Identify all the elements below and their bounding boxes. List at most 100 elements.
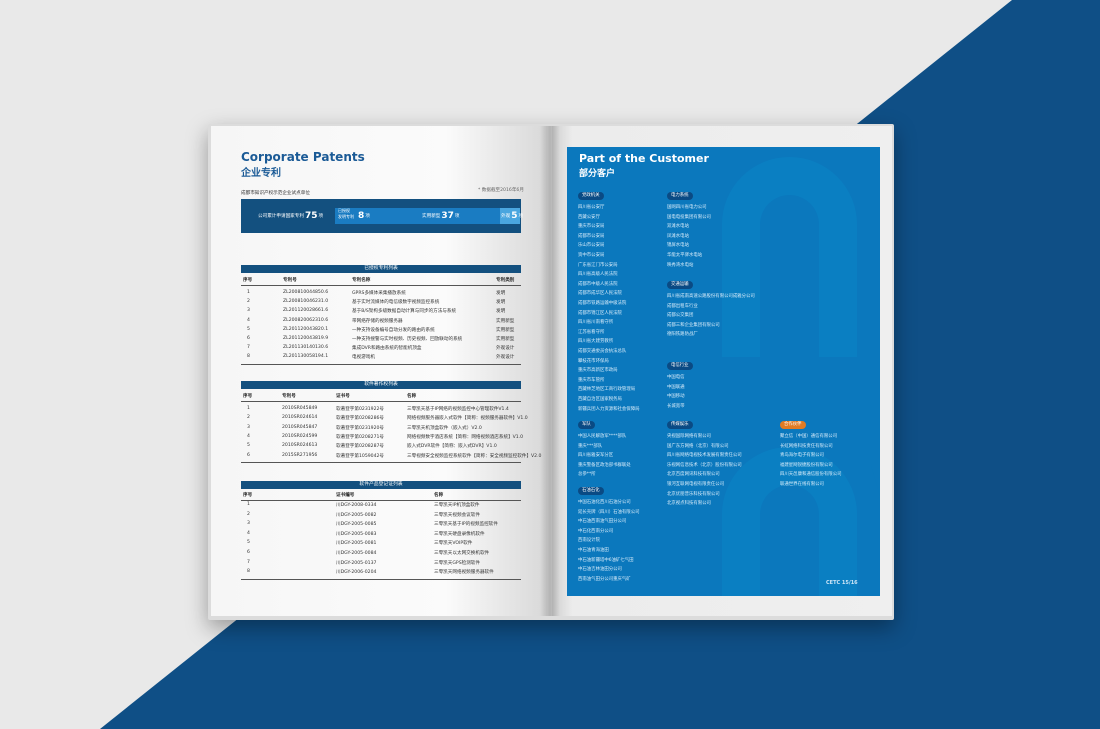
customer-item: 重庆市高新区市政局 (578, 368, 618, 374)
table-cell: 6 (247, 336, 250, 341)
table-cell: 2010SR024613 (282, 443, 318, 449)
customer-item: 德阳铁路防战厂 (667, 332, 698, 338)
page-title-en: Corporate Patents (241, 150, 365, 164)
page-number: CETC 15/16 (826, 580, 858, 586)
customer-item: 中国联通 (667, 384, 685, 390)
column-header: 专利号 (283, 278, 297, 283)
table-cell: 8 (247, 354, 250, 360)
data-note: * 数据截至2016年6月 (478, 188, 524, 193)
table-cell: 4 (247, 530, 250, 536)
column-header: 证书编号 (336, 493, 355, 498)
table-cell: 3 (247, 521, 250, 527)
table-cell: 2 (247, 299, 250, 305)
customer-item: 福建星网锐捷股份有限公司 (780, 462, 833, 468)
table-cell: 外观设计 (496, 355, 515, 361)
customer-item: 成都公交集团 (667, 313, 694, 319)
stat-utility: 实用新型 37 项 (422, 211, 460, 221)
customer-item: 四川天邑康和通信股份有限公司 (780, 472, 842, 478)
customer-item: 中国电信 (667, 375, 685, 380)
table-cell: 川DGY-2005-0082 (336, 512, 377, 518)
customer-item: 中石油西南油气田分公司 (578, 519, 627, 525)
section-label: 军队 (578, 421, 595, 429)
customer-item: 江苏省看守所 (578, 329, 605, 335)
table-cell: 三零凯天VOIP软件 (434, 541, 473, 547)
table-cell: 川DGY-2005-0085 (336, 522, 377, 528)
table-cell: 川DGY-2005-0084 (336, 551, 377, 556)
customer-item: 四川省网络电视技术发展有限责任公司 (667, 453, 742, 459)
customer-item: 西藏林芝地区工商行政管理局 (578, 387, 636, 393)
table-cell: 7 (247, 559, 250, 565)
table-cell: ZL201120043819.9 (283, 336, 329, 341)
customer-item: 资中市公安局 (578, 253, 605, 258)
section-label: 电信行业 (667, 362, 693, 370)
table-cell: ZL200810044850.6 (283, 290, 329, 295)
subtitle: 成都市知识产权示范企业试点单位 (241, 191, 310, 196)
header-rule (241, 285, 521, 286)
customer-item: 攀枝花市环保局 (578, 358, 609, 364)
customer-item: 四川省川南看守所 (578, 320, 614, 326)
column-header: 序号 (243, 493, 253, 498)
table-cell: 实用新型 (496, 337, 515, 342)
customer-item: 乐山市公安局 (578, 243, 605, 249)
table-cell: ZL200810046231.0 (283, 299, 329, 305)
table-cell: 4 (247, 433, 250, 439)
customer-item: 中石油吉林油田分公司 (578, 567, 622, 573)
customer-item: 成都市中级人民法院 (578, 281, 618, 287)
table-title: 软件著作权列表 (241, 381, 521, 389)
table-cell: 网络视频服务器嵌入式软件【简称：视频服务器软件】V1.0 (407, 416, 528, 422)
customer-title-en: Part of the Customer (579, 152, 709, 165)
table-cell: GPRS多媒体采集播放系统 (352, 291, 406, 296)
customer-item: 成都市铁路运输中级法院 (578, 301, 627, 306)
table-cell: 实用新型 (496, 318, 515, 324)
table-cell: 1 (247, 290, 250, 295)
table-cell: 发明 (496, 309, 506, 315)
table-title: 软件产品登记证列表 (241, 481, 521, 489)
customer-item: 北京优朋普乐科技有限公司 (667, 491, 720, 497)
table-cell: 发明 (496, 291, 506, 296)
table-cell: 4 (247, 317, 250, 323)
table-cell: 网络视频数字酒店系统【简称：网络视频酒店系统】V1.0 (407, 434, 524, 440)
table-cell: 1 (247, 502, 250, 507)
table-cell: 三零凯天基于IP网络的视频监控中心管理软件V1.4 (407, 407, 509, 412)
table-cell: 6 (247, 452, 250, 458)
table-cell: 软著登字第0208286号 (336, 416, 385, 422)
customer-item: 北京百度网讯科技有限公司 (667, 472, 720, 478)
customer-item: 广东省江门市公安局 (578, 262, 618, 268)
table-title: 已授权专利列表 (241, 265, 521, 273)
section-label: 交通运输 (667, 281, 693, 289)
customer-item: 重庆市公安局 (578, 224, 605, 230)
table-cell: 5 (247, 326, 250, 332)
column-header: 专利类别 (496, 278, 515, 283)
customer-item: 新疆兵团人力资源和社会保障局 (578, 406, 640, 412)
customer-item: 四川省公安厅 (578, 205, 605, 210)
customer-item: 成都市成华区人民法院 (578, 291, 622, 297)
table-cell: 三零凯天基于IP的视频监控软件 (434, 522, 498, 528)
table-cell: 软著登字第0208271号 (336, 434, 385, 440)
customer-item: 成都市锦江区人民法院 (578, 310, 622, 316)
table-cell: 2010SR045849 (282, 406, 318, 411)
customer-item: 四川省成南高速公路股份有限公司成雅分公司 (667, 294, 755, 299)
customer-item: 重庆警备区政治部书群联处 (578, 462, 631, 468)
customer-item: 四川省高级人民法院 (578, 272, 618, 278)
table-cell: 3 (247, 424, 250, 430)
customer-item: 四川省雅安军分区 (578, 453, 614, 459)
customer-item: 映秀湾水电站 (667, 262, 694, 268)
table-cell: 实用新型 (496, 327, 515, 333)
table-cell: 外观设计 (496, 346, 515, 352)
stats-band (335, 208, 500, 224)
customer-item: 成都三和企业集团有限公司 (667, 322, 720, 328)
customer-item: 锦屏水电站 (667, 243, 689, 249)
column-header: 名称 (407, 394, 417, 399)
customer-item: 北京视点科技有限公司 (667, 501, 711, 507)
table-cell: 一种支持搜警与实时视频、历史视频、回放联动的系统 (352, 337, 463, 342)
customer-item: 央视国际网络有限公司 (667, 434, 711, 439)
customer-item: 重庆***部队 (578, 443, 603, 449)
table-cell: 基于实时流媒体的电信级数字视频监控系统 (352, 300, 440, 306)
customer-item: 西藏自治区国家税务局 (578, 397, 622, 402)
column-header: 名称 (434, 493, 444, 498)
customer-item: 中石油新疆塔中6油矿七气田 (578, 557, 634, 563)
table-cell: 川DGY-2005-0137 (336, 560, 377, 566)
table-cell: 3 (247, 308, 250, 314)
spine-shadow (540, 126, 560, 616)
